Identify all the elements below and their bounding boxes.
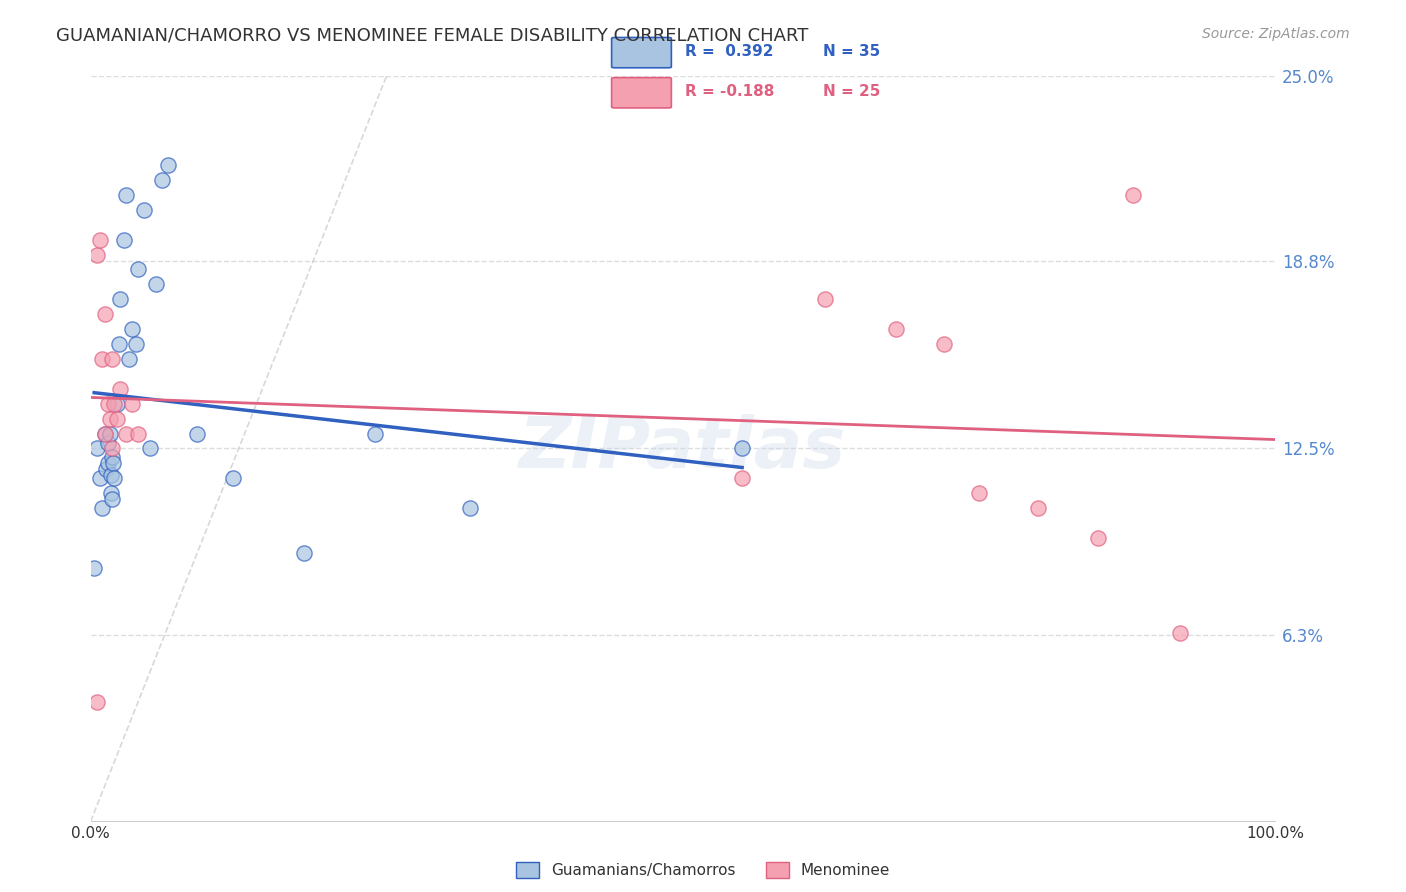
Point <box>97 457 120 471</box>
Point <box>86 442 108 456</box>
Point <box>117 351 139 366</box>
Point <box>110 382 132 396</box>
Point <box>98 411 121 425</box>
Point <box>89 233 111 247</box>
Point <box>1170 626 1192 640</box>
Point <box>101 450 124 465</box>
Point <box>91 351 114 366</box>
Point <box>101 351 124 366</box>
Legend: Guamanians/Chamorros, Menominee: Guamanians/Chamorros, Menominee <box>509 856 897 884</box>
Point <box>100 468 122 483</box>
Point <box>115 426 138 441</box>
Point <box>101 457 124 471</box>
FancyBboxPatch shape <box>612 78 672 108</box>
Text: N = 35: N = 35 <box>823 45 880 59</box>
Point <box>101 442 124 456</box>
Point <box>458 501 481 516</box>
Point <box>121 397 143 411</box>
Point <box>94 426 117 441</box>
Point <box>731 471 754 485</box>
Point <box>101 492 124 507</box>
Point <box>1087 531 1109 545</box>
Text: GUAMANIAN/CHAMORRO VS MENOMINEE FEMALE DISABILITY CORRELATION CHART: GUAMANIAN/CHAMORRO VS MENOMINEE FEMALE D… <box>56 27 808 45</box>
Point <box>145 277 167 292</box>
Point <box>89 471 111 485</box>
Point <box>103 397 125 411</box>
Text: ZIPatlas: ZIPatlas <box>519 414 846 483</box>
Point <box>86 247 108 261</box>
Text: Source: ZipAtlas.com: Source: ZipAtlas.com <box>1202 27 1350 41</box>
Point <box>108 337 131 351</box>
Point <box>967 486 990 500</box>
Point <box>103 471 125 485</box>
Point <box>124 337 146 351</box>
Point <box>105 411 128 425</box>
Point <box>1122 187 1144 202</box>
FancyBboxPatch shape <box>612 37 672 68</box>
Point <box>98 426 121 441</box>
Point <box>97 435 120 450</box>
Point <box>156 158 179 172</box>
Point <box>150 173 173 187</box>
Point <box>100 486 122 500</box>
Point <box>884 322 907 336</box>
Point <box>112 233 135 247</box>
Point <box>94 307 117 321</box>
Point <box>814 293 837 307</box>
Point <box>139 442 162 456</box>
Point <box>127 426 149 441</box>
Text: R =  0.392: R = 0.392 <box>686 45 773 59</box>
Point <box>105 397 128 411</box>
Point <box>127 262 149 277</box>
Point <box>132 202 155 217</box>
Point <box>731 442 754 456</box>
Point <box>364 426 387 441</box>
Text: N = 25: N = 25 <box>823 85 880 99</box>
Point <box>932 337 955 351</box>
Point <box>86 695 108 709</box>
Point <box>1026 501 1049 516</box>
Point <box>94 462 117 476</box>
Point <box>115 187 138 202</box>
Point <box>97 397 120 411</box>
Point <box>83 561 105 575</box>
Text: R = -0.188: R = -0.188 <box>686 85 775 99</box>
Point <box>186 426 208 441</box>
Point <box>292 546 315 560</box>
Point <box>222 471 245 485</box>
Point <box>91 501 114 516</box>
Point <box>110 293 132 307</box>
Point <box>121 322 143 336</box>
Point <box>94 426 117 441</box>
